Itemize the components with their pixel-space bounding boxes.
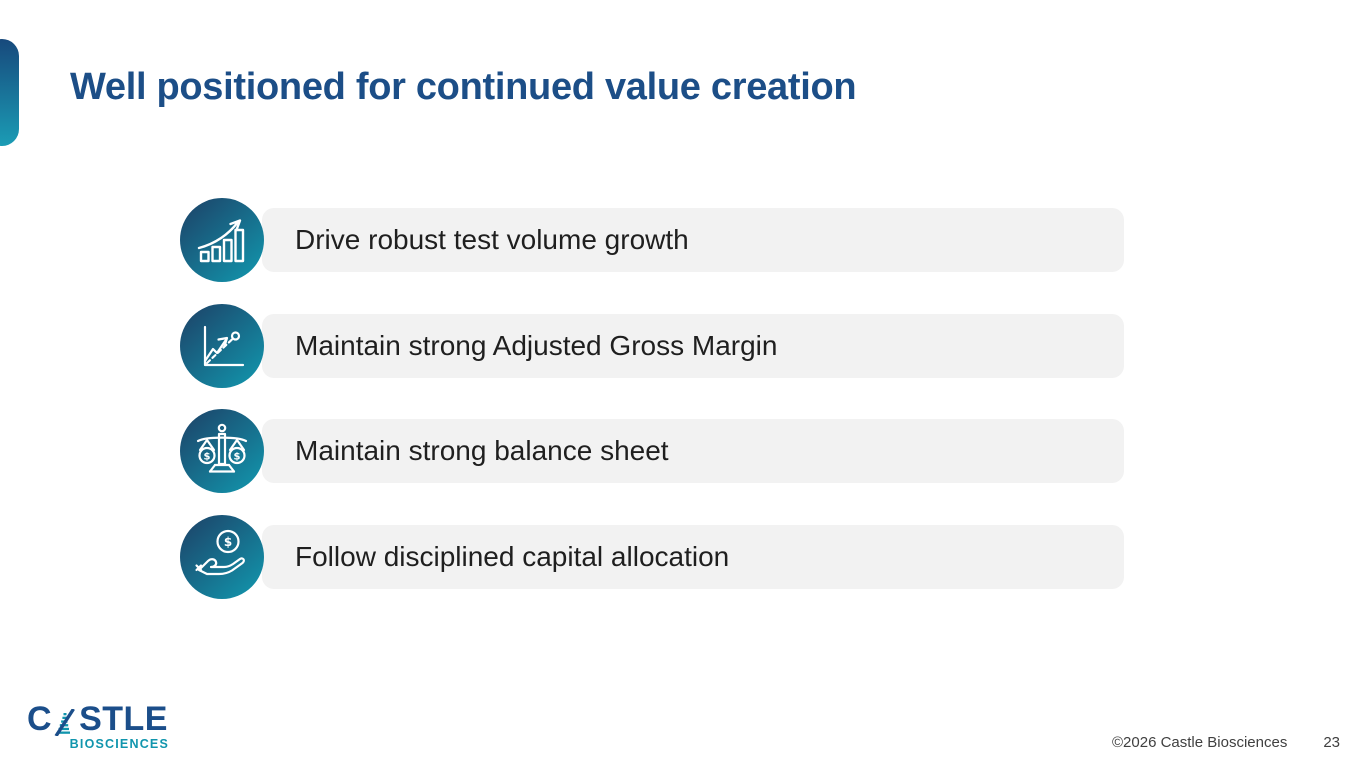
logo-subtext: BIOSCIENCES: [69, 737, 169, 751]
value-driver-label: Maintain strong Adjusted Gross Margin: [295, 330, 778, 361]
accent-bar: [0, 39, 19, 146]
hand-coin-icon: $: [180, 515, 264, 599]
copyright-text: ©2026 Castle Biosciences: [1112, 734, 1288, 751]
value-driver-label: Follow disciplined capital allocation: [295, 541, 730, 572]
value-driver-row: Maintain strong Adjusted Gross Margin: [180, 304, 1126, 388]
line-chart-trend-icon: [180, 304, 264, 388]
svg-text:$: $: [234, 452, 241, 463]
page-title: Well positioned for continued value crea…: [70, 66, 857, 108]
svg-text:$: $: [204, 452, 211, 463]
logo-stylized-a-icon: [53, 709, 78, 736]
value-driver-label: Drive robust test volume growth: [295, 224, 689, 255]
logo-wordmark-c: C: [27, 700, 53, 738]
row-background-pill: [262, 314, 1124, 378]
value-driver-row: $ Follow disciplined capital allocation: [180, 515, 1126, 599]
bar-chart-growth-icon: [180, 198, 264, 282]
row-background-pill: [262, 419, 1124, 483]
page-number: 23: [1323, 734, 1340, 751]
logo-wordmark-stle: STLE: [79, 700, 168, 738]
row-background-pill: [262, 208, 1124, 272]
balance-scale-icon: $ $: [180, 409, 264, 493]
slide-footer: ©2026 Castle Biosciences 23: [1112, 734, 1340, 751]
row-background-pill: [262, 525, 1124, 589]
value-driver-row: $ $ Maintain strong balance sheet: [180, 409, 1126, 493]
value-driver-row: Drive robust test volume growth: [180, 198, 1126, 282]
logo-wordmark: C STLE: [27, 702, 169, 736]
castle-biosciences-logo: C STLE BIOSCIENCES: [27, 702, 169, 751]
value-driver-label: Maintain strong balance sheet: [295, 435, 669, 466]
svg-text:$: $: [224, 535, 232, 549]
